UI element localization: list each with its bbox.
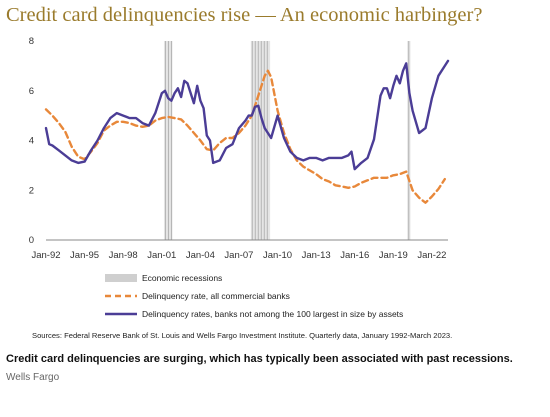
y-tick-label: 8 xyxy=(29,36,34,47)
legend-non-top100-label: Delinquency rates, banks not among the 1… xyxy=(142,309,403,319)
y-tick-label: 6 xyxy=(29,86,34,97)
x-tick-label: Jan-13 xyxy=(302,250,331,261)
series-non-top100-line xyxy=(44,59,450,171)
legend-recession-swatch xyxy=(105,274,137,282)
credit: Wells Fargo xyxy=(6,372,60,383)
caption: Credit card delinquencies are surging, w… xyxy=(6,353,513,365)
x-tick-label: Jan-92 xyxy=(31,250,60,261)
legend-all-banks-label: Delinquency rate, all commercial banks xyxy=(142,291,290,301)
legend-recession-label: Economic recessions xyxy=(142,273,222,283)
y-tick-label: 4 xyxy=(29,136,34,147)
x-tick-label: Jan-98 xyxy=(109,250,138,261)
x-tick-label: Jan-95 xyxy=(70,250,99,261)
x-tick-label: Jan-22 xyxy=(417,250,446,261)
x-tick-label: Jan-07 xyxy=(224,250,253,261)
legend: Economic recessions Delinquency rate, al… xyxy=(105,273,403,319)
x-tick-label: Jan-01 xyxy=(147,250,176,261)
series-all-banks-line xyxy=(44,69,446,204)
x-tick-label: Jan-16 xyxy=(340,250,369,261)
x-tick-label: Jan-19 xyxy=(379,250,408,261)
y-tick-label: 2 xyxy=(29,185,34,196)
y-tick-label: 0 xyxy=(29,235,34,246)
tick-labels: 0 2 4 6 8 Jan-92 Jan-95 Jan-98 Jan-01 Jan-04 Jan-0… xyxy=(29,36,447,261)
sources-note: Sources: Federal Reserve Bank of St. Lou… xyxy=(32,331,453,340)
x-tick-label: Jan-04 xyxy=(186,250,215,261)
recession-bands xyxy=(163,41,411,240)
series-lines xyxy=(44,59,450,204)
x-tick-label: Jan-10 xyxy=(263,250,292,261)
chart-title: Credit card delinquencies rise — An econ… xyxy=(6,4,483,26)
